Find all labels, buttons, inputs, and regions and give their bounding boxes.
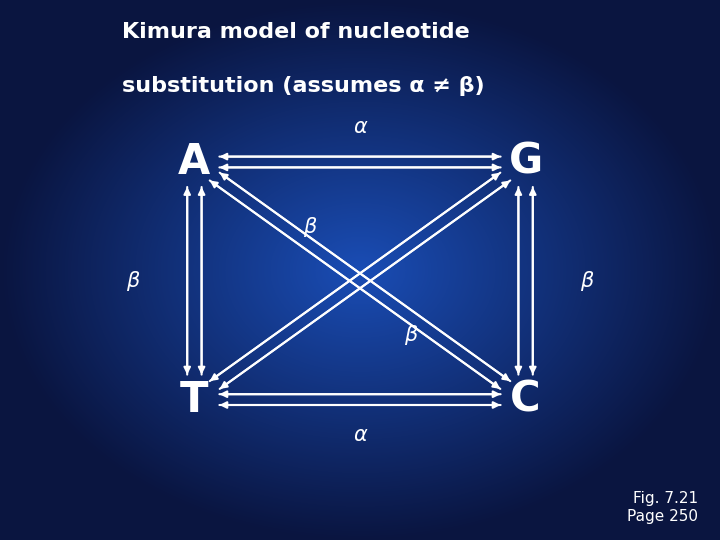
Text: C: C — [510, 379, 541, 421]
Text: β: β — [127, 271, 140, 291]
Text: T: T — [180, 379, 209, 421]
Text: substitution (assumes α ≠ β): substitution (assumes α ≠ β) — [122, 76, 485, 96]
Text: α: α — [353, 117, 367, 137]
Text: β: β — [303, 217, 316, 237]
Text: Fig. 7.21
Page 250: Fig. 7.21 Page 250 — [627, 491, 698, 524]
Text: β: β — [580, 271, 593, 291]
Text: β: β — [404, 325, 417, 345]
Text: G: G — [508, 141, 543, 183]
Text: α: α — [353, 424, 367, 445]
Text: Kimura model of nucleotide: Kimura model of nucleotide — [122, 22, 470, 42]
Text: A: A — [179, 141, 210, 183]
